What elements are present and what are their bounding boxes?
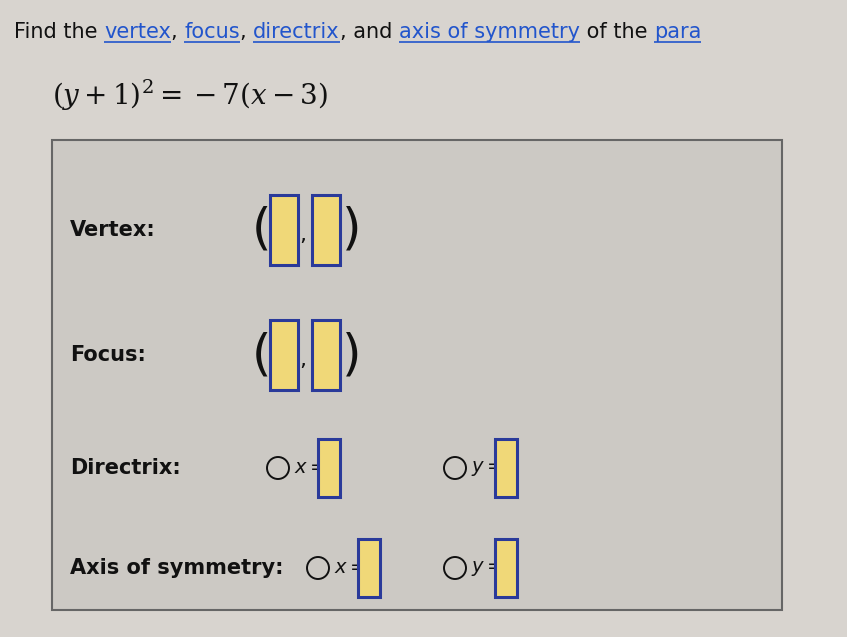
Text: (: ( — [252, 331, 271, 379]
Text: ): ) — [342, 331, 362, 379]
Text: Vertex:: Vertex: — [70, 220, 156, 240]
Text: $y=$: $y=$ — [471, 559, 503, 578]
FancyBboxPatch shape — [495, 539, 517, 597]
Text: Axis of symmetry:: Axis of symmetry: — [70, 558, 284, 578]
Text: $y=$: $y=$ — [471, 459, 503, 478]
FancyBboxPatch shape — [52, 140, 782, 610]
Text: ,: , — [240, 22, 253, 42]
Text: ,: , — [171, 22, 185, 42]
Text: axis of symmetry: axis of symmetry — [399, 22, 579, 42]
Text: Focus:: Focus: — [70, 345, 146, 365]
Text: , and: , and — [340, 22, 399, 42]
Text: $(y+1)^2=-7(x-3)$: $(y+1)^2=-7(x-3)$ — [52, 78, 328, 113]
Text: Find the: Find the — [14, 22, 104, 42]
Text: $x=$: $x=$ — [294, 459, 326, 477]
Text: para: para — [654, 22, 701, 42]
Text: focus: focus — [185, 22, 240, 42]
FancyBboxPatch shape — [270, 195, 298, 265]
Text: of the: of the — [579, 22, 654, 42]
FancyBboxPatch shape — [495, 439, 517, 497]
Text: (: ( — [252, 206, 271, 254]
Text: ,: , — [299, 225, 306, 245]
FancyBboxPatch shape — [358, 539, 380, 597]
Text: ,: , — [299, 350, 306, 370]
FancyBboxPatch shape — [270, 320, 298, 390]
Text: $x=$: $x=$ — [334, 559, 366, 577]
FancyBboxPatch shape — [312, 320, 340, 390]
Text: vertex: vertex — [104, 22, 171, 42]
Text: directrix: directrix — [253, 22, 340, 42]
FancyBboxPatch shape — [318, 439, 340, 497]
Text: Directrix:: Directrix: — [70, 458, 180, 478]
Text: ): ) — [342, 206, 362, 254]
FancyBboxPatch shape — [312, 195, 340, 265]
